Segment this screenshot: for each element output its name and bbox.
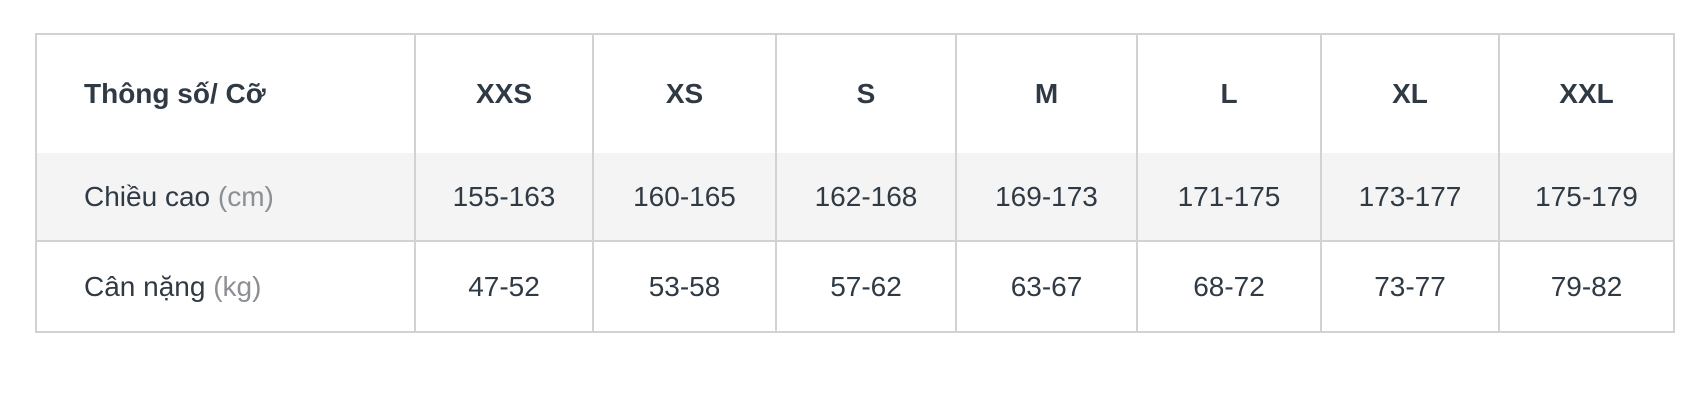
row-unit: (cm)	[217, 180, 274, 212]
table-cell: 79-82	[1498, 240, 1675, 333]
table-cell: 63-67	[955, 240, 1138, 333]
table-header-row: Thông số/ Cỡ XXS XS S M L XL XXL	[35, 33, 1675, 153]
table-cell: 162-168	[775, 153, 957, 242]
table-cell: 160-165	[592, 153, 777, 242]
table-cell: 173-177	[1320, 153, 1500, 242]
table-row-weight: Cân nặng (kg) 47-52 53-58 57-62 63-67 68…	[35, 240, 1675, 333]
size-header-m: M	[955, 33, 1138, 153]
size-header-xxs: XXS	[414, 33, 594, 153]
table-cell: 175-179	[1498, 153, 1675, 242]
table-cell: 169-173	[955, 153, 1138, 242]
row-unit: (kg)	[213, 270, 262, 302]
header-label: Thông số/ Cỡ	[35, 33, 416, 153]
table-cell: 171-175	[1136, 153, 1322, 242]
size-header-s: S	[775, 33, 957, 153]
row-label-height: Chiều cao (cm)	[35, 153, 416, 242]
table-cell: 47-52	[414, 240, 594, 333]
size-header-xs: XS	[592, 33, 777, 153]
row-label-weight: Cân nặng (kg)	[35, 240, 416, 333]
table-cell: 53-58	[592, 240, 777, 333]
size-header-l: L	[1136, 33, 1322, 153]
table-row-height: Chiều cao (cm) 155-163 160-165 162-168 1…	[35, 153, 1675, 242]
row-label-text: Cân nặng	[84, 270, 206, 302]
table-cell: 57-62	[775, 240, 957, 333]
row-label-text: Chiều cao	[84, 180, 211, 212]
table-cell: 73-77	[1320, 240, 1500, 333]
table-cell: 68-72	[1136, 240, 1322, 333]
size-header-xl: XL	[1320, 33, 1500, 153]
size-header-xxl: XXL	[1498, 33, 1675, 153]
size-chart-table: Thông số/ Cỡ XXS XS S M L XL XXL Chiều c…	[35, 33, 1675, 333]
table-cell: 155-163	[414, 153, 594, 242]
